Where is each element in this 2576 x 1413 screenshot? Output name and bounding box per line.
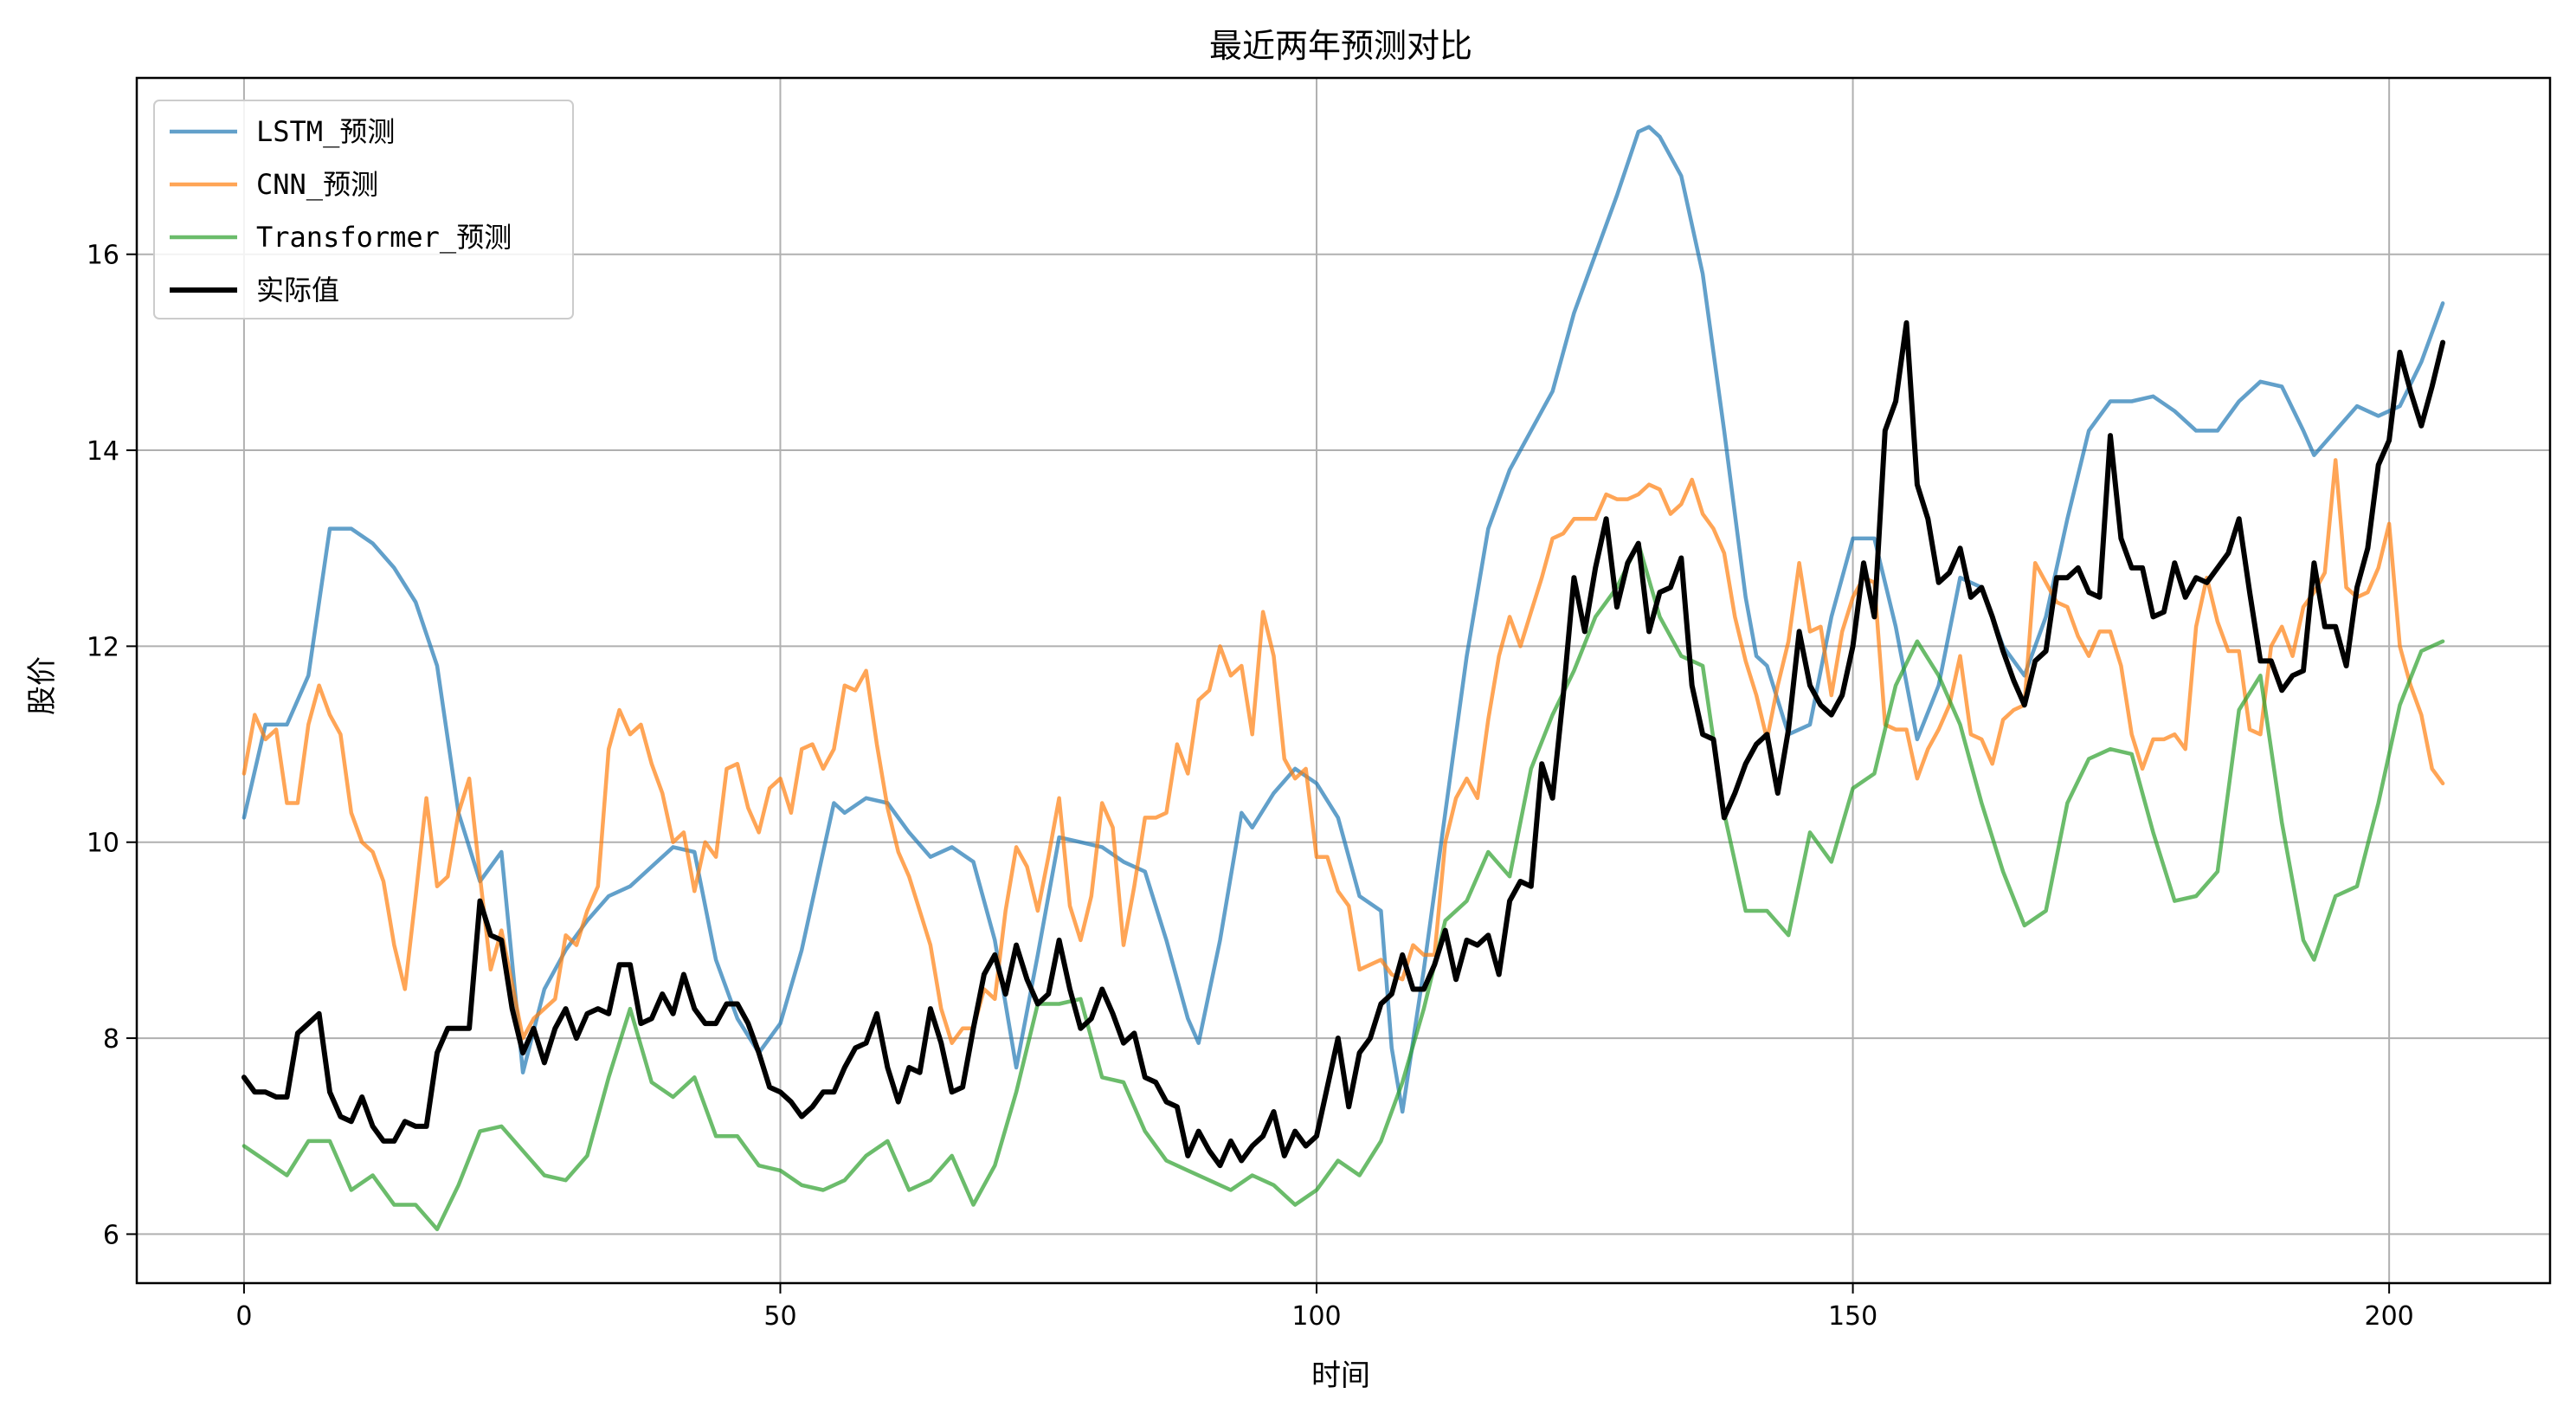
series-line-4 bbox=[241, 319, 2446, 1169]
legend-box bbox=[153, 100, 574, 319]
series-line-3 bbox=[242, 541, 2445, 1232]
series-layer bbox=[241, 125, 2446, 1232]
y-tick-label: 12 bbox=[87, 632, 119, 662]
y-tick-label: 6 bbox=[103, 1220, 119, 1250]
legend-label: LSTM_预测 bbox=[256, 115, 395, 148]
y-tick-label: 10 bbox=[87, 829, 119, 859]
y-tick-label: 16 bbox=[87, 241, 119, 271]
y-tick-label: 14 bbox=[87, 436, 119, 467]
legend-label: CNN_预测 bbox=[256, 168, 378, 201]
x-tick-label: 150 bbox=[1828, 1301, 1877, 1332]
axis-ticks: 0 50 100 150 200 6 8 10 12 14 16 bbox=[87, 241, 2414, 1332]
x-axis-title: 时间 bbox=[1311, 1358, 1370, 1393]
y-axis-title: 股价 bbox=[25, 656, 60, 715]
y-tick-label: 8 bbox=[103, 1024, 119, 1055]
legend-label: 实际值 bbox=[256, 274, 339, 306]
x-tick-label: 50 bbox=[763, 1301, 796, 1332]
series-line-2 bbox=[242, 458, 2445, 1045]
plot-frame bbox=[135, 76, 2552, 1285]
x-tick-label: 100 bbox=[1291, 1301, 1341, 1332]
grid-lines bbox=[137, 78, 2550, 1283]
chart-title: 最近两年预测对比 bbox=[1209, 27, 1472, 65]
x-tick-label: 0 bbox=[235, 1301, 252, 1332]
series-line-1 bbox=[242, 125, 2445, 1114]
legend-label: Transformer_预测 bbox=[256, 221, 512, 254]
x-tick-label: 200 bbox=[2365, 1301, 2414, 1332]
